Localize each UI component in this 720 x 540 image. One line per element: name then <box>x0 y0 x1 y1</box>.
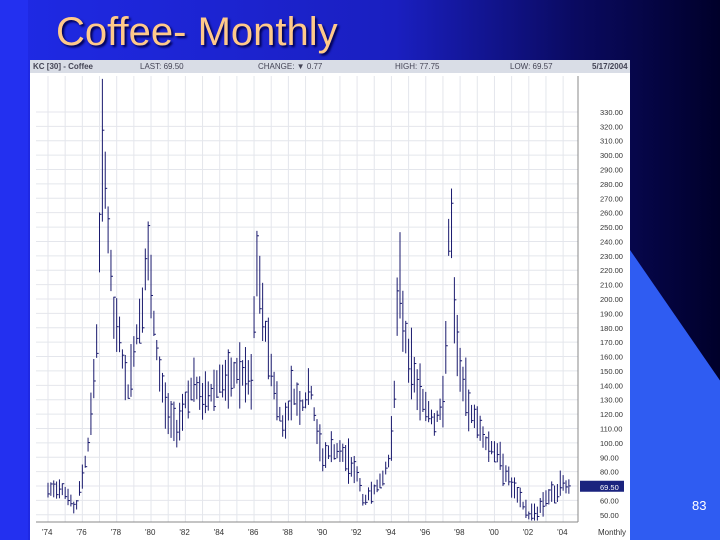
chart-info-bar: KC [30] - Coffee LAST: 69.50 CHANGE: ▼ 0… <box>30 60 630 73</box>
y-tick-label: 260.00 <box>600 209 623 218</box>
y-tick-label: 180.00 <box>600 324 623 333</box>
y-tick-label: 190.00 <box>600 309 623 318</box>
chart-high: HIGH: 77.75 <box>395 62 440 71</box>
y-tick-label: 140.00 <box>600 381 623 390</box>
chart-change: CHANGE: ▼ 0.77 <box>258 62 323 71</box>
y-tick-label: 310.00 <box>600 137 623 146</box>
y-tick-label: 200.00 <box>600 295 623 304</box>
y-tick-label: 130.00 <box>600 396 623 405</box>
y-tick-label: 280.00 <box>600 180 623 189</box>
y-tick-label: 290.00 <box>600 166 623 175</box>
y-tick-label: 320.00 <box>600 122 623 131</box>
x-tick-label: '80 <box>145 528 156 537</box>
x-tick-label: '74 <box>42 528 53 537</box>
x-tick-label: '04 <box>557 528 568 537</box>
y-tick-label: 230.00 <box>600 252 623 261</box>
chart-last: LAST: 69.50 <box>140 62 184 71</box>
y-tick-label: 300.00 <box>600 151 623 160</box>
y-tick-label: 330.00 <box>600 108 623 117</box>
price-chart: 50.0060.0070.0080.0090.00100.00110.00120… <box>30 60 630 540</box>
chart-date: 5/17/2004 <box>592 62 628 71</box>
y-tick-label: 120.00 <box>600 410 623 419</box>
y-tick-label: 210.00 <box>600 281 623 290</box>
x-tick-label: '76 <box>76 528 87 537</box>
page-number: 83 <box>692 498 707 513</box>
slide-left-strip <box>0 0 28 540</box>
y-tick-label: 150.00 <box>600 367 623 376</box>
x-tick-label: '00 <box>488 528 499 537</box>
x-tick-label: '02 <box>523 528 534 537</box>
x-tick-label: '84 <box>214 528 225 537</box>
y-tick-label: 160.00 <box>600 353 623 362</box>
x-tick-label: '98 <box>454 528 465 537</box>
y-tick-label: 90.00 <box>600 453 619 462</box>
x-tick-label: '86 <box>248 528 259 537</box>
chart-background <box>30 60 630 540</box>
y-tick-label: 240.00 <box>600 237 623 246</box>
last-value-marker <box>580 480 624 492</box>
chart-low: LOW: 69.57 <box>510 62 553 71</box>
chart-symbol: KC [30] - Coffee <box>33 62 94 71</box>
y-tick-label: 80.00 <box>600 468 619 477</box>
y-tick-label: 170.00 <box>600 338 623 347</box>
period-label: Monthly <box>598 528 626 537</box>
chart-panel: 50.0060.0070.0080.0090.00100.00110.00120… <box>30 60 630 540</box>
y-tick-label: 220.00 <box>600 266 623 275</box>
x-tick-label: '92 <box>351 528 362 537</box>
y-tick-label: 250.00 <box>600 223 623 232</box>
last-value-label: 69.50 <box>600 483 619 492</box>
x-tick-label: '90 <box>317 528 328 537</box>
x-tick-label: '78 <box>111 528 122 537</box>
slide-title: Coffee- Monthly <box>56 10 338 54</box>
y-tick-label: 270.00 <box>600 194 623 203</box>
y-tick-label: 100.00 <box>600 439 623 448</box>
y-tick-label: 50.00 <box>600 511 619 520</box>
y-tick-label: 60.00 <box>600 496 619 505</box>
x-tick-label: '88 <box>282 528 293 537</box>
x-tick-label: '82 <box>179 528 190 537</box>
x-tick-label: '96 <box>420 528 431 537</box>
y-tick-label: 110.00 <box>600 424 622 433</box>
x-tick-label: '94 <box>385 528 396 537</box>
